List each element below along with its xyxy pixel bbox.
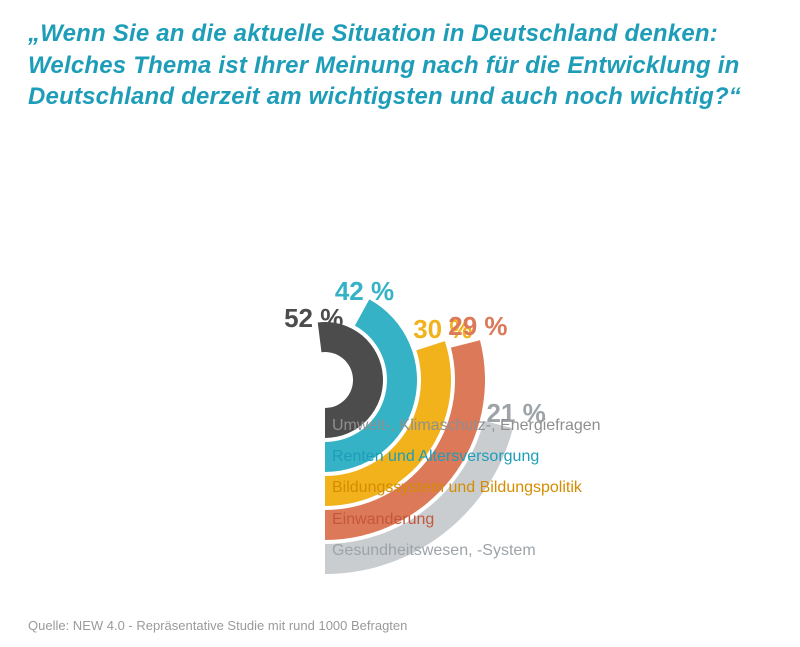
legend-item: Umwelt-, Klimaschutz-, Energiefragen	[332, 410, 601, 441]
chart-legend: Umwelt-, Klimaschutz-, EnergiefragenRent…	[332, 410, 601, 566]
legend-item: Einwanderung	[332, 504, 601, 535]
legend-item: Gesundheitswesen, -System	[332, 535, 601, 566]
chart-source: Quelle: NEW 4.0 - Repräsentative Studie …	[28, 618, 407, 633]
legend-item: Bildungssystem und Bildungspolitik	[332, 472, 601, 503]
value-label: 29 %	[448, 311, 507, 342]
radial-bar-chart: 52 %42 %30 %29 %21 % Umwelt-, Klimaschut…	[0, 160, 800, 630]
page-title: „Wenn Sie an die aktuelle Situation in D…	[28, 18, 772, 113]
page: „Wenn Sie an die aktuelle Situation in D…	[0, 0, 800, 647]
legend-item: Renten und Altersversorgung	[332, 441, 601, 472]
value-label: 42 %	[335, 276, 394, 307]
